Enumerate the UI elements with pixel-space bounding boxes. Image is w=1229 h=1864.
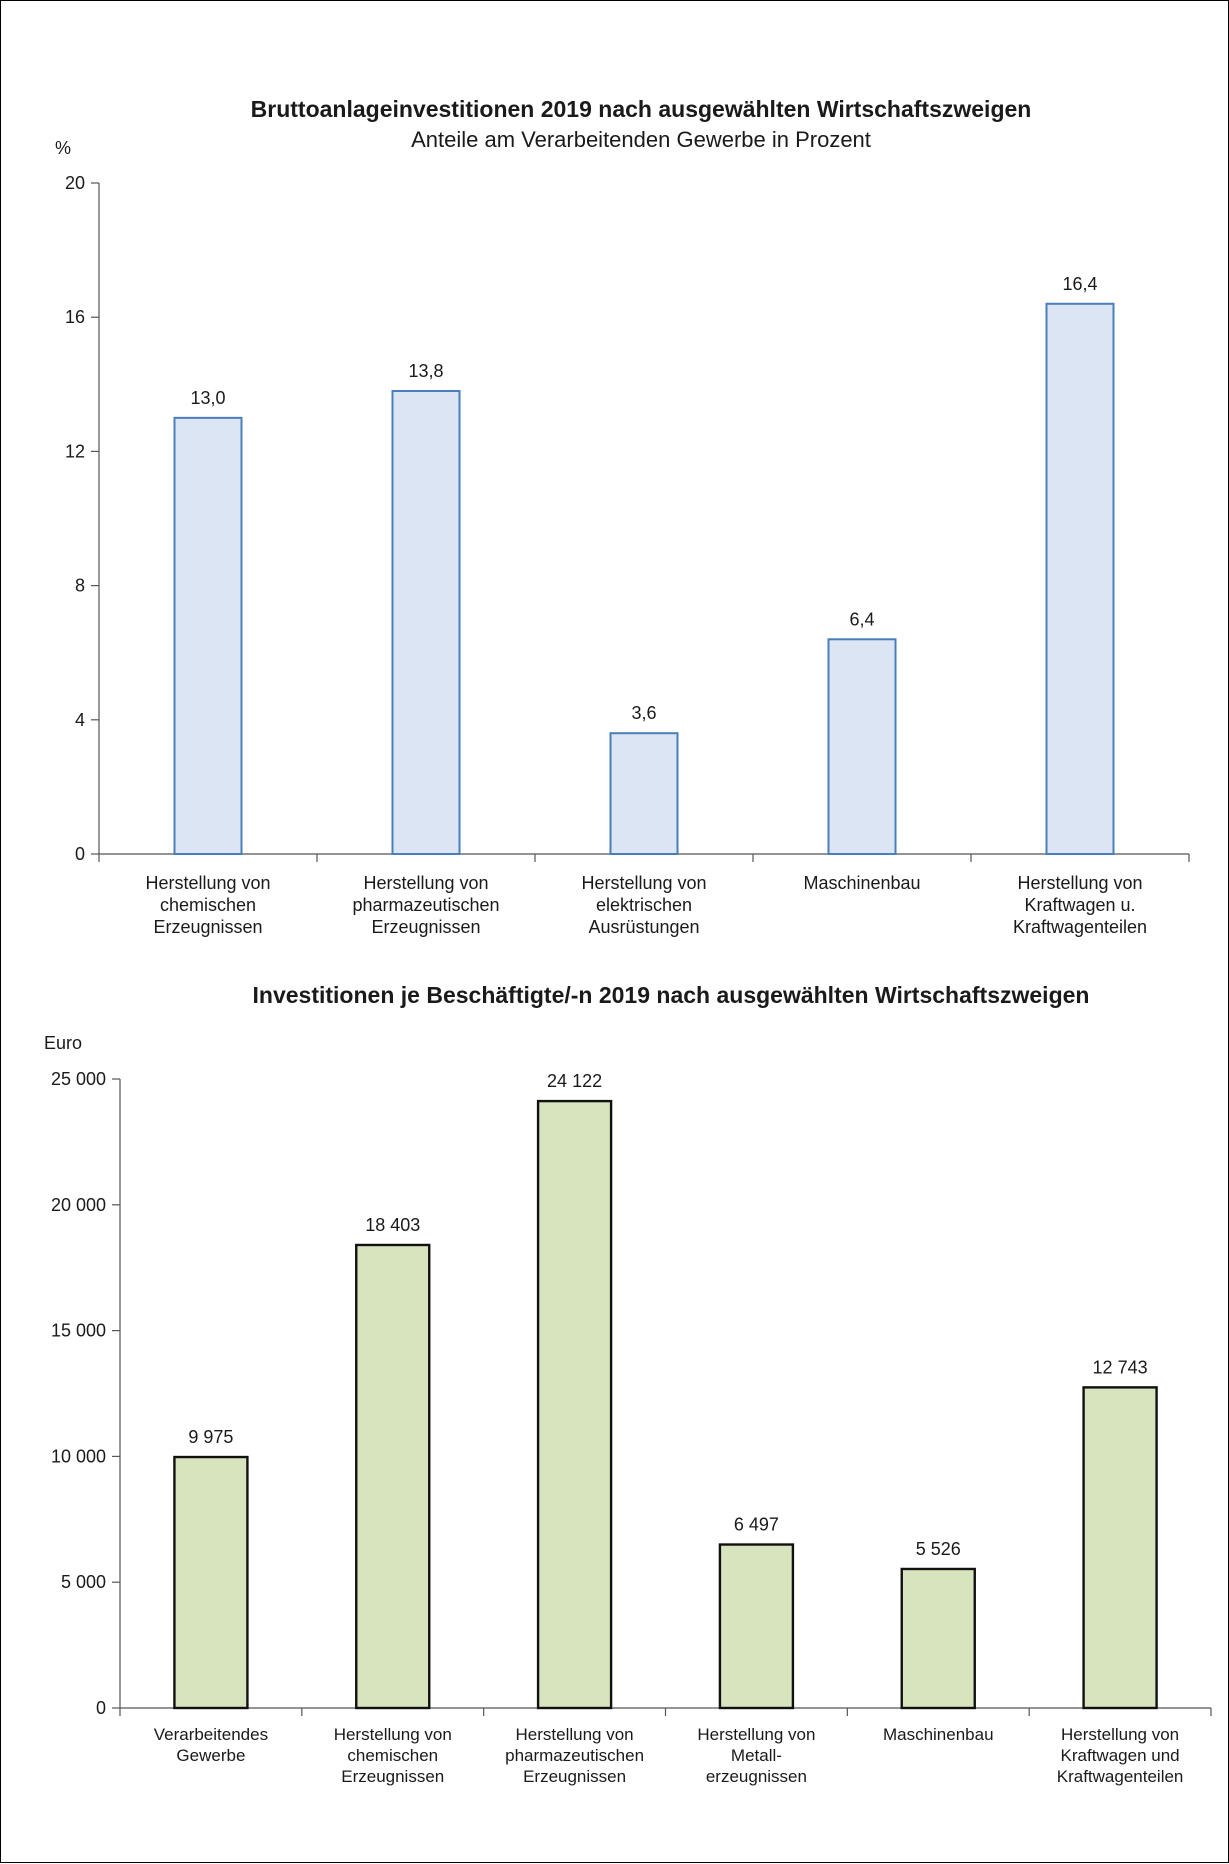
category-label: Verarbeitendes Gewerbe — [154, 1725, 268, 1765]
bar — [536, 1099, 613, 1710]
bar-value-label: 13,8 — [408, 361, 443, 381]
bar — [609, 732, 679, 855]
y-tick-label: 10 000 — [51, 1446, 106, 1466]
bar — [173, 1455, 249, 1710]
bar-value-label: 3,6 — [631, 703, 656, 723]
chart-1-title: Bruttoanlageinvestitionen 2019 nach ausg… — [251, 96, 1032, 122]
y-tick-label: 0 — [75, 844, 85, 864]
y-tick-label: 20 000 — [51, 1195, 106, 1215]
bar — [900, 1567, 976, 1710]
category-label: Herstellung von elektrischen Ausrüstungen — [581, 873, 706, 937]
chart-1-value-labels: 13,0 13,8 3,6 6,4 16,4 — [190, 274, 1097, 723]
chart-2-bars — [173, 1099, 1158, 1710]
category-label: Herstellung von Kraftwagen u. Kraftwagente… — [1013, 873, 1147, 937]
y-tick-label: 15 000 — [51, 1321, 106, 1341]
chart-1-y-unit: % — [55, 138, 71, 158]
chart-1: Bruttoanlageinvestitionen 2019 nach ausg… — [55, 96, 1190, 937]
bar-value-label: 6,4 — [849, 609, 874, 629]
chart-1-x-axis — [98, 853, 1190, 862]
chart-1-category-labels: Herstellung von chemischen Erzeugnissen Her… — [145, 873, 1147, 937]
bar-value-label: 13,0 — [190, 388, 225, 408]
bar — [827, 638, 897, 856]
y-tick-label: 0 — [96, 1698, 106, 1718]
category-label: Maschinenbau — [803, 873, 920, 893]
chart-2-y-axis: 0 5 000 10 000 15 000 20 000 25 000 — [51, 1069, 121, 1718]
chart-1-bars — [173, 302, 1115, 856]
category-label: Herstellung von pharmazeutischen Erzeugnis… — [352, 873, 499, 937]
chart-2-category-labels: Verarbeitendes Gewerbe Herstellung von chem… — [154, 1725, 1184, 1786]
bar-value-label: 16,4 — [1062, 274, 1097, 294]
chart-1-subtitle: Anteile am Verarbeitenden Gewerbe in Pro… — [411, 127, 871, 152]
chart-2-value-labels: 9 975 18 403 24 122 6 497 5 526 12 743 — [188, 1071, 1147, 1559]
bar-value-label: 6 497 — [734, 1515, 779, 1535]
chart-2-title: Investitionen je Beschäftigte/-n 2019 na… — [253, 982, 1090, 1008]
y-tick-label: 25 000 — [51, 1069, 106, 1089]
category-label: Herstellung von chemischen Erzeugnissen — [145, 873, 270, 937]
bar-value-label: 5 526 — [916, 1539, 961, 1559]
category-label: Herstellung von pharmazeutischen Erzeugnis… — [505, 1725, 644, 1786]
y-tick-label: 12 — [65, 441, 85, 461]
bar — [1045, 302, 1115, 855]
bar — [173, 416, 243, 855]
chart-2: Investitionen je Beschäftigte/-n 2019 na… — [44, 982, 1212, 1786]
category-label: Maschinenbau — [883, 1725, 994, 1744]
bar — [1082, 1386, 1158, 1710]
bar — [355, 1243, 431, 1710]
chart-2-y-unit: Euro — [44, 1033, 82, 1053]
bar — [718, 1543, 795, 1710]
chart-2-x-axis — [119, 1707, 1212, 1716]
bar-value-label: 24 122 — [547, 1071, 602, 1091]
y-tick-label: 20 — [65, 173, 85, 193]
bar-value-label: 12 743 — [1093, 1357, 1148, 1377]
y-tick-label: 16 — [65, 307, 85, 327]
category-label: Herstellung von Kraftwagen und Kraftwagent… — [1057, 1725, 1184, 1786]
category-label: Herstellung von Metall-erzeugnissen — [697, 1725, 815, 1786]
bar-value-label: 18 403 — [365, 1215, 420, 1235]
chart-1-y-axis: 0 4 8 12 16 20 — [65, 173, 100, 864]
y-tick-label: 4 — [75, 710, 85, 730]
category-label: Herstellung von chemischen Erzeugnissen — [334, 1725, 452, 1786]
bar-value-label: 9 975 — [188, 1427, 233, 1447]
y-tick-label: 8 — [75, 576, 85, 596]
bar — [391, 390, 461, 855]
y-tick-label: 5 000 — [61, 1572, 106, 1592]
